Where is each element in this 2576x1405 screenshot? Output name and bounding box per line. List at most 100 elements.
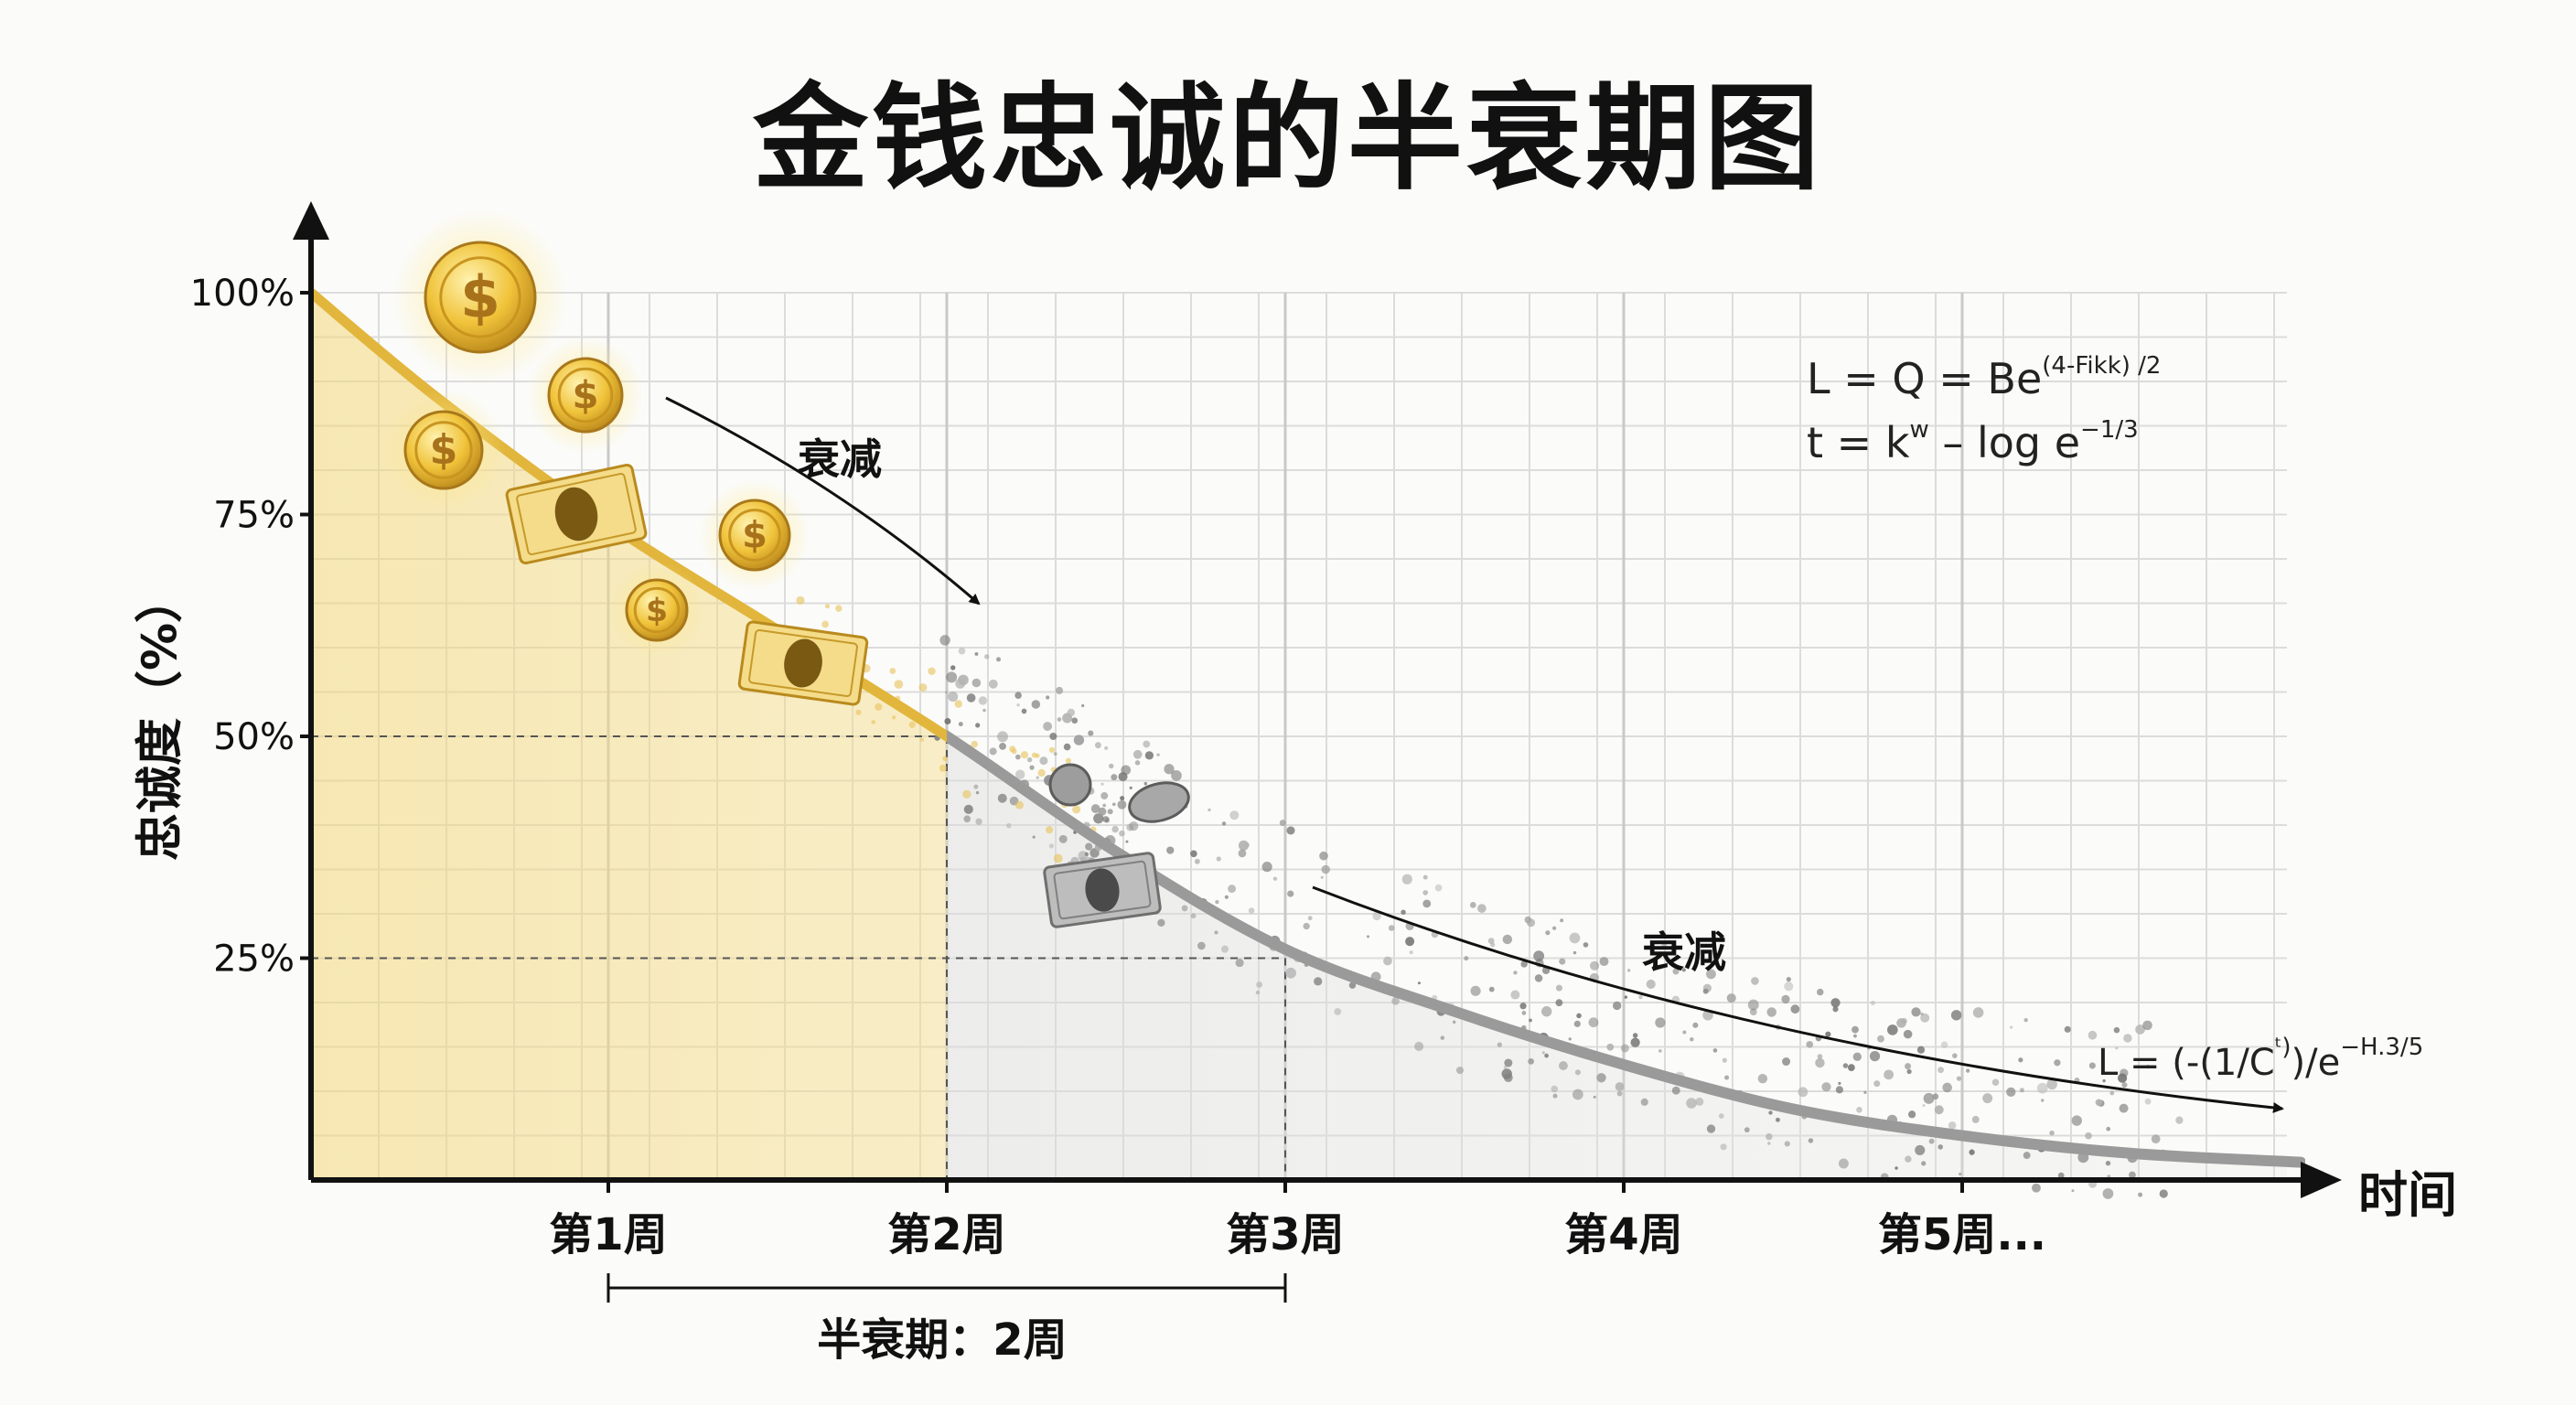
dust-particle <box>1569 932 1581 944</box>
dust-particle <box>1937 1067 1944 1074</box>
dust-particle <box>1520 960 1528 968</box>
x-tick-label: 第2周 <box>887 1209 1005 1260</box>
dust-particle <box>1285 967 1296 979</box>
dust-particle <box>1221 821 1227 826</box>
gold-particle <box>821 620 829 628</box>
dust-particle <box>2095 1099 2103 1107</box>
dust-particle <box>1808 1138 1814 1143</box>
dust-particle <box>1383 956 1392 966</box>
dust-particle <box>1464 956 1469 961</box>
dust-particle <box>2117 1073 2128 1083</box>
dust-particle <box>1588 1017 1599 1028</box>
dust-particle <box>973 784 979 789</box>
dust-particle <box>1071 717 1079 724</box>
dust-particle <box>1088 730 1094 736</box>
dust-particle <box>2175 1116 2184 1124</box>
dust-particle <box>2085 1132 2092 1140</box>
dust-particle <box>1016 703 1020 707</box>
dust-particle <box>1923 1092 1935 1104</box>
formula-1: L = Q = Be(4-Fikk) /2 <box>1807 352 2161 403</box>
dust-particle <box>1093 813 1104 824</box>
dust-particle <box>1224 895 1229 899</box>
dust-particle <box>2071 1115 2082 1126</box>
gold-particle <box>908 721 916 728</box>
dust-particle <box>1111 825 1119 833</box>
dust-particle <box>2119 1103 2129 1113</box>
dust-particle <box>1031 700 1041 709</box>
dust-particle <box>1134 760 1141 766</box>
dust-particle <box>1084 852 1089 856</box>
formula-2-b: – log e <box>1928 418 2081 467</box>
dust-particle <box>1164 764 1175 775</box>
coin-icon-3: $ <box>381 388 506 512</box>
dust-particle <box>1790 1004 1800 1014</box>
dust-particle <box>1513 971 1518 975</box>
dust-particle <box>2049 1130 2055 1136</box>
dust-particle <box>1718 1113 1724 1119</box>
dust-particle <box>1228 885 1237 894</box>
dust-particle <box>1853 1034 1857 1038</box>
dust-particle <box>2023 1017 2028 1023</box>
dust-particle <box>2023 1152 2031 1160</box>
dust-particle <box>944 691 948 694</box>
coin-rim <box>439 256 521 338</box>
dust-particle <box>1815 1057 1825 1068</box>
bill-seal <box>554 487 598 542</box>
dust-particle <box>1903 1029 1913 1039</box>
dust-particle <box>1107 809 1113 815</box>
dust-particle <box>1286 826 1295 835</box>
decay-label-upper: 衰减 <box>798 434 882 484</box>
dust-particle <box>1863 1090 1867 1095</box>
dust-particle <box>1487 938 1495 945</box>
dust-particle <box>1256 981 1263 988</box>
dust-particle <box>2145 1064 2151 1069</box>
dust-particle <box>2054 1059 2061 1067</box>
dust-particle <box>1894 1166 1898 1170</box>
dust-particle <box>1401 874 1412 885</box>
dust-particle <box>1767 1142 1771 1145</box>
dust-particle <box>1922 1103 1926 1108</box>
dust-particle <box>975 723 981 728</box>
gold-particle <box>939 764 947 772</box>
dust-particle <box>2018 1057 2023 1063</box>
dust-particle <box>1555 984 1562 992</box>
dust-particle <box>1766 1007 1776 1017</box>
dust-particle <box>1190 913 1197 919</box>
dust-particle <box>946 671 958 683</box>
dust-particle <box>2144 1098 2152 1105</box>
dust-particle <box>1501 1068 1512 1079</box>
dust-particle <box>1143 740 1151 748</box>
dust-particle <box>989 747 997 756</box>
dust-particle <box>955 678 966 689</box>
dust-particle <box>950 665 956 670</box>
dust-particle <box>966 693 976 702</box>
dust-particle <box>1533 950 1545 962</box>
dust-particle <box>1510 990 1520 1000</box>
dust-particle <box>1921 1161 1927 1166</box>
dust-particle <box>2121 1082 2128 1089</box>
dust-particle <box>1391 997 1400 1005</box>
dust-particle <box>1832 1006 1839 1013</box>
dust-particle <box>1905 1155 1912 1163</box>
dust-particle <box>1534 974 1543 982</box>
dust-particle <box>2057 1172 2065 1179</box>
dollar-icon: $ <box>646 593 668 629</box>
dust-particle <box>1552 1093 1558 1099</box>
dust-particle <box>1551 1085 1558 1093</box>
dust-particle <box>1825 1031 1831 1037</box>
coin-rim <box>728 509 781 562</box>
dust-particle <box>1724 1075 1730 1080</box>
gold-particle <box>1037 768 1046 778</box>
dust-particle <box>1502 934 1513 945</box>
dust-particle <box>1129 786 1132 789</box>
dust-particle <box>1143 781 1148 786</box>
dust-particle <box>1937 1144 1944 1150</box>
dust-particle <box>1686 1098 1697 1109</box>
dust-particle <box>1572 1089 1583 1100</box>
dust-particle <box>1215 899 1219 905</box>
dust-particle <box>2088 1030 2098 1040</box>
dust-particle <box>1194 858 1200 864</box>
dust-particle <box>1749 1008 1757 1016</box>
